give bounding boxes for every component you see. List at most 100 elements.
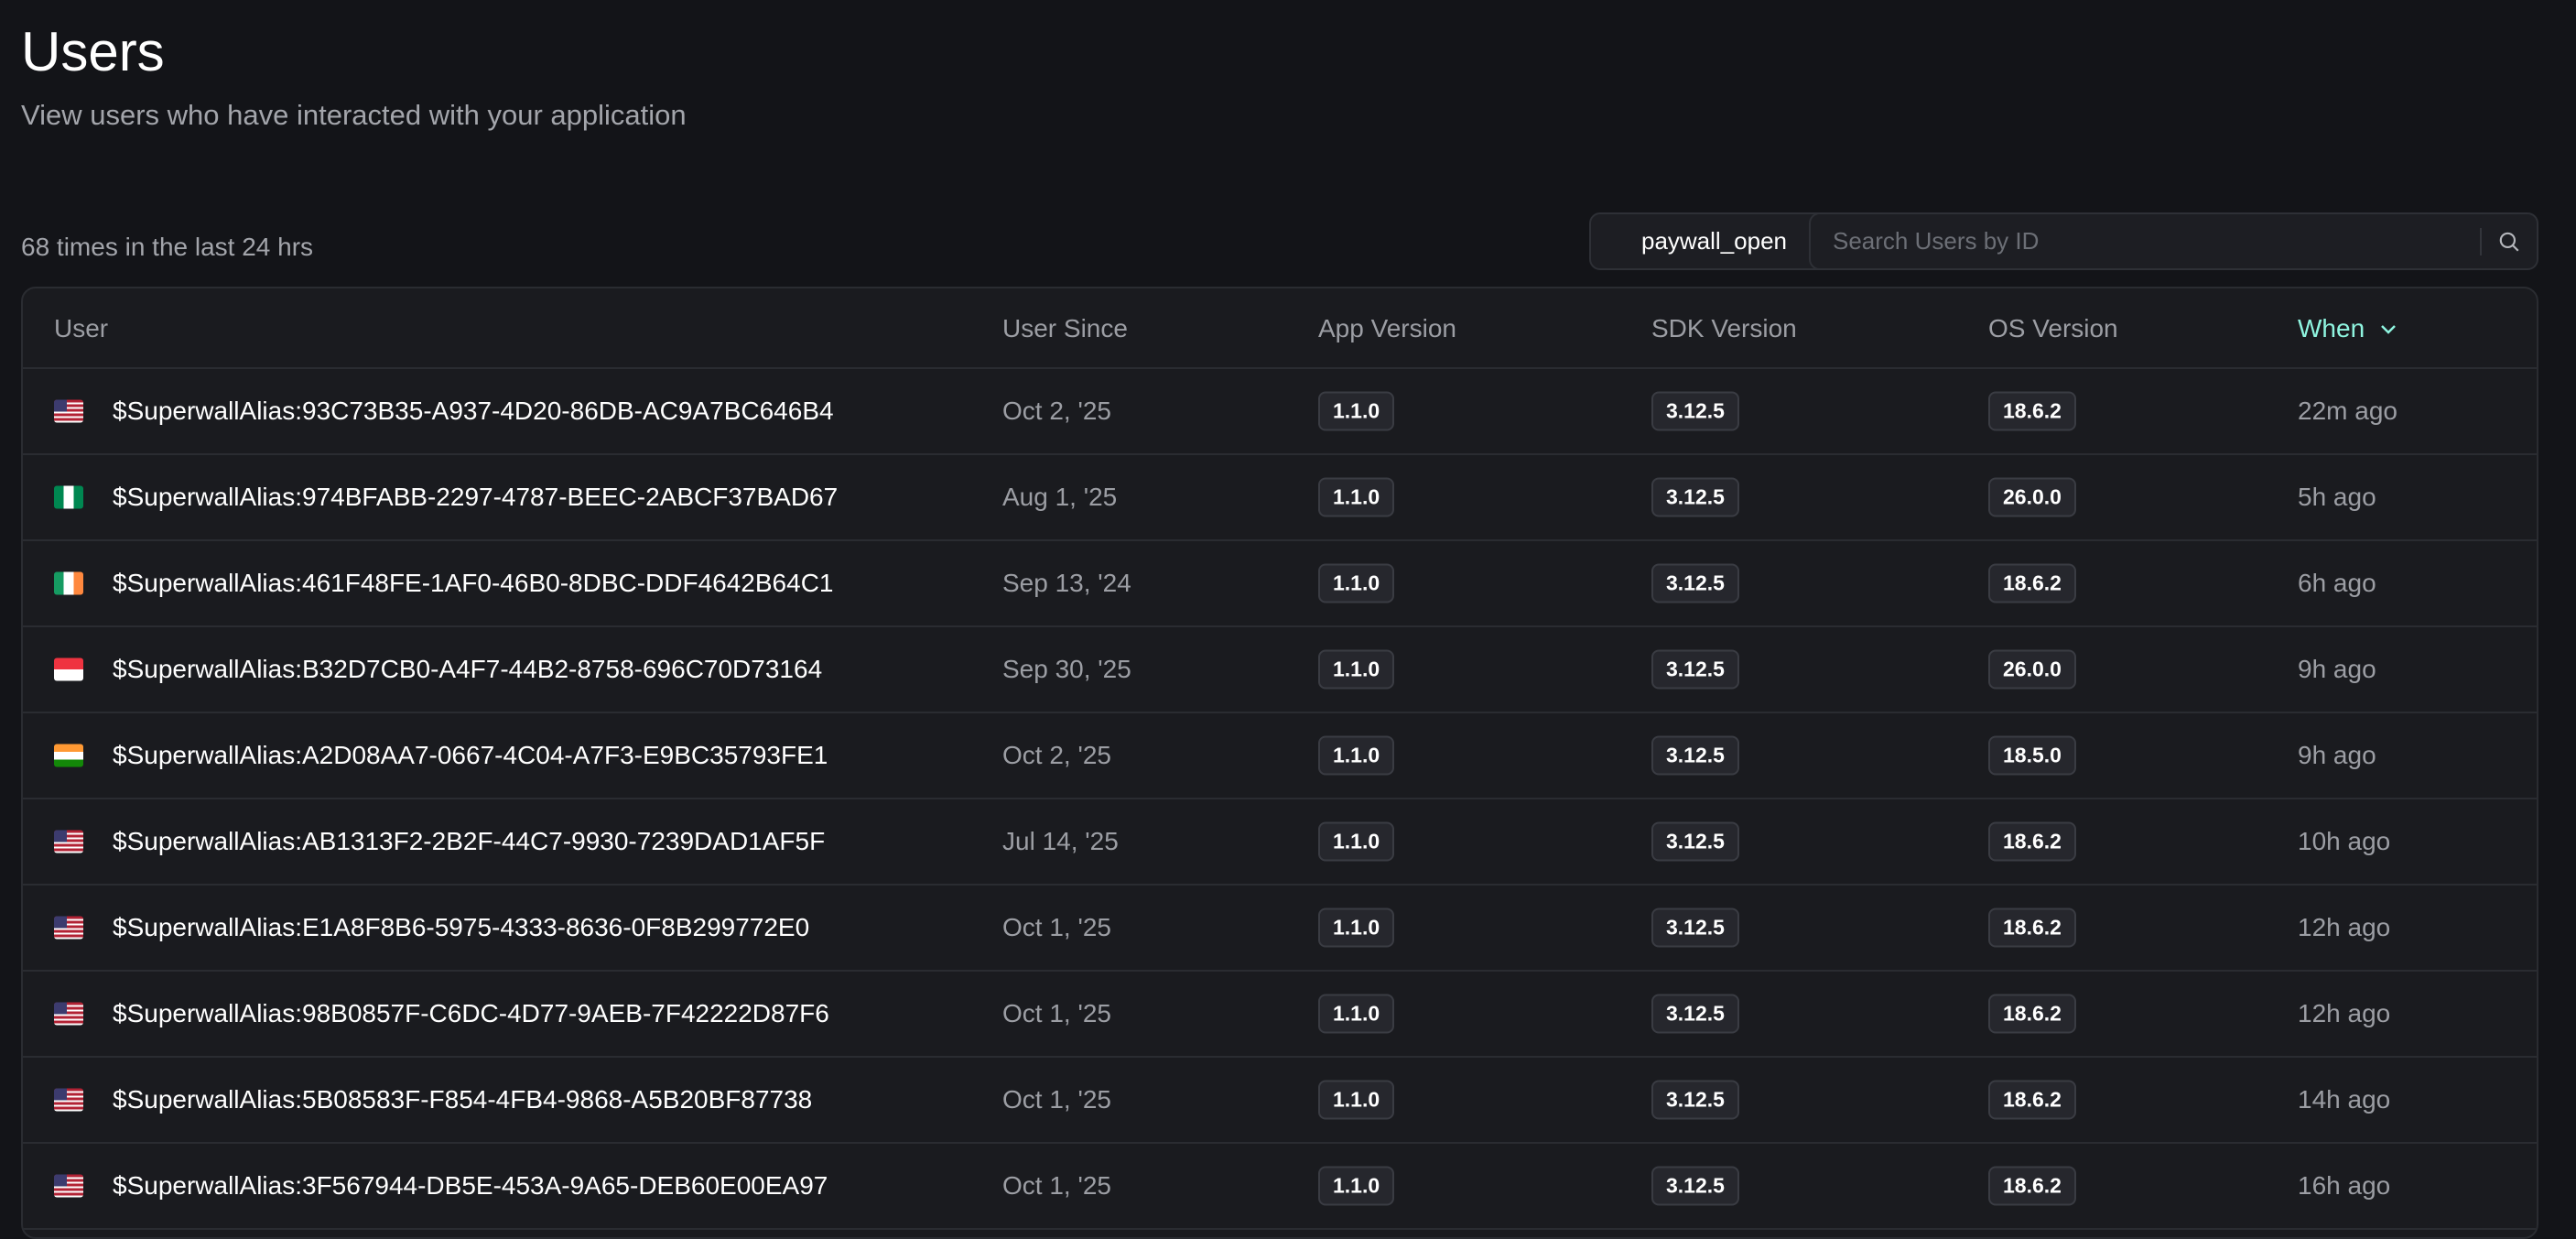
when: 14h ago — [2298, 1085, 2391, 1114]
app-version-badge: 1.1.0 — [1318, 994, 1395, 1034]
os-version-badge: 18.5.0 — [1988, 735, 2076, 776]
app-version-badge: 1.1.0 — [1318, 908, 1395, 948]
column-when[interactable]: When — [2298, 314, 2399, 343]
column-user-since[interactable]: User Since — [1002, 314, 1128, 342]
page-subtitle: View users who have interacted with your… — [21, 99, 687, 131]
column-when-label: When — [2298, 314, 2365, 342]
user-id[interactable]: $SuperwallAlias:A2D08AA7-0667-4C04-A7F3-… — [113, 741, 828, 769]
user-since: Oct 1, '25 — [1002, 999, 1111, 1027]
user-since: Oct 1, '25 — [1002, 913, 1111, 941]
users-table: User User Since App Version SDK Version … — [21, 287, 2538, 1239]
table-row[interactable]: $SuperwallAlias:3F567944-DB5E-453A-9A65-… — [23, 1144, 2537, 1230]
flag-us-icon — [54, 1002, 83, 1026]
when: 22m ago — [2298, 397, 2397, 425]
user-id[interactable]: $SuperwallAlias:974BFABB-2297-4787-BEEC-… — [113, 483, 839, 511]
app-version-badge: 1.1.0 — [1318, 1080, 1395, 1120]
column-user[interactable]: User — [54, 314, 109, 342]
search-input[interactable] — [1811, 227, 2480, 255]
sdk-version-badge: 3.12.5 — [1651, 821, 1739, 862]
when: 9h ago — [2298, 655, 2376, 683]
os-version: 18.6.2 — [1988, 1080, 2076, 1120]
sdk-version-badge: 3.12.5 — [1651, 477, 1739, 517]
app-version-badge: 1.1.0 — [1318, 821, 1395, 862]
os-version-badge: 18.6.2 — [1988, 821, 2076, 862]
app-version: 1.1.0 — [1318, 735, 1395, 776]
when: 10h ago — [2298, 827, 2391, 855]
app-version-badge: 1.1.0 — [1318, 391, 1395, 431]
os-version-badge: 26.0.0 — [1988, 477, 2076, 517]
table-header: User User Since App Version SDK Version … — [23, 288, 2537, 369]
app-version: 1.1.0 — [1318, 821, 1395, 862]
sdk-version-badge: 3.12.5 — [1651, 1166, 1739, 1206]
app-version: 1.1.0 — [1318, 994, 1395, 1034]
os-version-badge: 26.0.0 — [1988, 649, 2076, 690]
user-id[interactable]: $SuperwallAlias:98B0857F-C6DC-4D77-9AEB-… — [113, 999, 829, 1027]
user-since: Aug 1, '25 — [1002, 483, 1118, 511]
search-box — [1809, 212, 2538, 270]
event-filter-button[interactable]: paywall_open — [1589, 212, 1839, 270]
user-id[interactable]: $SuperwallAlias:E1A8F8B6-5975-4333-8636-… — [113, 913, 810, 941]
app-version: 1.1.0 — [1318, 1080, 1395, 1120]
when: 6h ago — [2298, 569, 2376, 597]
os-version-badge: 18.6.2 — [1988, 908, 2076, 948]
user-id[interactable]: $SuperwallAlias:3F567944-DB5E-453A-9A65-… — [113, 1171, 828, 1200]
os-version: 18.6.2 — [1988, 908, 2076, 948]
sdk-version: 3.12.5 — [1651, 1080, 1739, 1120]
user-since: Jul 14, '25 — [1002, 827, 1119, 855]
sdk-version: 3.12.5 — [1651, 1166, 1739, 1206]
app-version-badge: 1.1.0 — [1318, 563, 1395, 603]
table-row[interactable]: $SuperwallAlias:974BFABB-2297-4787-BEEC-… — [23, 455, 2537, 541]
os-version-badge: 18.6.2 — [1988, 994, 2076, 1034]
user-since: Oct 1, '25 — [1002, 1085, 1111, 1114]
when: 5h ago — [2298, 483, 2376, 511]
when: 16h ago — [2298, 1171, 2391, 1200]
app-version-badge: 1.1.0 — [1318, 1166, 1395, 1206]
os-version: 18.6.2 — [1988, 563, 2076, 603]
sdk-version-badge: 3.12.5 — [1651, 563, 1739, 603]
flag-ie-icon — [54, 571, 83, 595]
table-row[interactable]: $SuperwallAlias:AB1313F2-2B2F-44C7-9930-… — [23, 799, 2537, 886]
sdk-version: 3.12.5 — [1651, 735, 1739, 776]
app-version: 1.1.0 — [1318, 649, 1395, 690]
table-row[interactable]: $SuperwallAlias:93C73B35-A937-4D20-86DB-… — [23, 369, 2537, 455]
user-id[interactable]: $SuperwallAlias:461F48FE-1AF0-46B0-8DBC-… — [113, 569, 834, 597]
sdk-version-badge: 3.12.5 — [1651, 649, 1739, 690]
flag-us-icon — [54, 399, 83, 423]
table-row[interactable]: $SuperwallAlias:B32D7CB0-A4F7-44B2-8758-… — [23, 627, 2537, 713]
column-sdk-version[interactable]: SDK Version — [1651, 314, 1797, 342]
app-version-badge: 1.1.0 — [1318, 735, 1395, 776]
sdk-version: 3.12.5 — [1651, 649, 1739, 690]
sdk-version-badge: 3.12.5 — [1651, 391, 1739, 431]
flag-us-icon — [54, 916, 83, 940]
app-version-badge: 1.1.0 — [1318, 649, 1395, 690]
flag-in-icon — [54, 744, 83, 767]
os-version: 18.6.2 — [1988, 994, 2076, 1034]
table-row[interactable]: $SuperwallAlias:98B0857F-C6DC-4D77-9AEB-… — [23, 972, 2537, 1058]
flag-ng-icon — [54, 485, 83, 509]
os-version: 18.6.2 — [1988, 1166, 2076, 1206]
table-row[interactable]: $SuperwallAlias:A2D08AA7-0667-4C04-A7F3-… — [23, 713, 2537, 799]
column-app-version[interactable]: App Version — [1318, 314, 1456, 342]
app-version: 1.1.0 — [1318, 1166, 1395, 1206]
os-version: 26.0.0 — [1988, 649, 2076, 690]
user-id[interactable]: $SuperwallAlias:93C73B35-A937-4D20-86DB-… — [113, 397, 834, 425]
app-version: 1.1.0 — [1318, 477, 1395, 517]
user-id[interactable]: $SuperwallAlias:B32D7CB0-A4F7-44B2-8758-… — [113, 655, 823, 683]
table-row[interactable]: $SuperwallAlias:E1A8F8B6-5975-4333-8636-… — [23, 886, 2537, 972]
table-row[interactable]: $SuperwallAlias:5B08583F-F854-4FB4-9868-… — [23, 1058, 2537, 1144]
sdk-version-badge: 3.12.5 — [1651, 908, 1739, 948]
user-id[interactable]: $SuperwallAlias:5B08583F-F854-4FB4-9868-… — [113, 1085, 813, 1114]
sdk-version: 3.12.5 — [1651, 477, 1739, 517]
app-version: 1.1.0 — [1318, 391, 1395, 431]
sdk-version: 3.12.5 — [1651, 994, 1739, 1034]
user-id[interactable]: $SuperwallAlias:AB1313F2-2B2F-44C7-9930-… — [113, 827, 826, 855]
search-icon[interactable] — [2482, 230, 2537, 254]
os-version-badge: 18.6.2 — [1988, 391, 2076, 431]
sdk-version-badge: 3.12.5 — [1651, 994, 1739, 1034]
sdk-version: 3.12.5 — [1651, 821, 1739, 862]
flag-sg-icon — [54, 658, 83, 681]
os-version-badge: 18.6.2 — [1988, 1166, 2076, 1206]
flag-us-icon — [54, 1088, 83, 1112]
column-os-version[interactable]: OS Version — [1988, 314, 2118, 342]
table-row[interactable]: $SuperwallAlias:461F48FE-1AF0-46B0-8DBC-… — [23, 541, 2537, 627]
